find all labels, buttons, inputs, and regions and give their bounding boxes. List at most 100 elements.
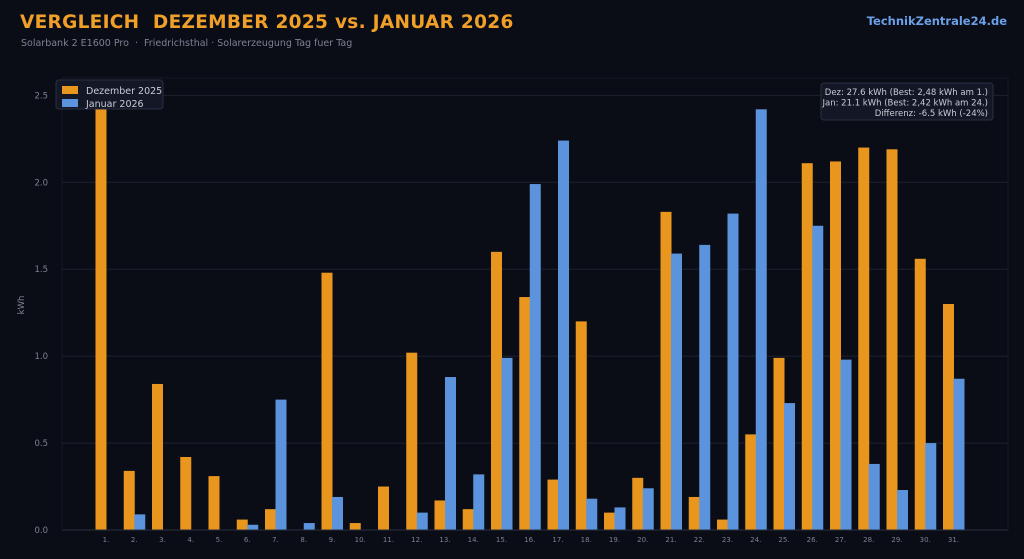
bar-dezember: [745, 434, 757, 530]
x-tick-label: 8.: [300, 536, 307, 544]
x-tick-label: 28.: [863, 536, 874, 544]
bars: [95, 98, 965, 531]
bar-dezember: [236, 519, 248, 530]
x-tick-label: 31.: [948, 536, 959, 544]
bar-dezember: [123, 470, 135, 530]
x-tick-label: 4.: [187, 536, 194, 544]
x-tick-label: 22.: [694, 536, 705, 544]
x-tick-label: 26.: [807, 536, 818, 544]
bar-januar: [671, 253, 682, 531]
bar-dezember: [632, 477, 644, 530]
bar-dezember: [265, 509, 276, 530]
bar-dezember: [773, 357, 785, 530]
bar-januar: [868, 463, 880, 530]
bar-januar: [416, 512, 428, 530]
y-tick-label: 0.0: [34, 526, 48, 536]
x-tick-label: 17.: [552, 536, 563, 544]
y-axis-label: kWh: [17, 296, 27, 315]
y-axis: 0.0 0.5 1.0 1.5 2.0 2.5: [34, 91, 48, 536]
bar-januar: [840, 359, 852, 530]
bar-dezember: [604, 512, 615, 530]
legend-label: Januar 2026: [85, 99, 144, 110]
legend-swatch: [62, 86, 78, 94]
bar-dezember: [95, 98, 107, 530]
bar-dezember: [943, 304, 954, 530]
bar-dezember: [491, 251, 502, 530]
bar-januar: [953, 378, 965, 530]
summary-line: Dez: 27.6 kWh (Best: 2,48 kWh am 1.): [825, 88, 988, 98]
x-tick-label: 19.: [609, 536, 620, 544]
y-tick-label: 2.0: [34, 178, 48, 188]
legend-label: Dezember 2025: [86, 86, 162, 97]
bar-dezember: [575, 321, 587, 530]
bar-januar: [614, 507, 626, 530]
bar-januar: [642, 488, 654, 530]
legend-swatch: [62, 99, 78, 107]
bar-januar: [501, 357, 513, 530]
x-axis: 1. 2. 3. 4. 5. 6. 7. 8. 9. 10. 11. 12. 13. 14. 15. 16. 1…: [62, 529, 1008, 544]
summary-line: Jan: 21.1 kWh (Best: 2,42 kWh am 24.): [822, 99, 988, 109]
x-tick-label: 3.: [159, 536, 166, 544]
bar-januar: [473, 474, 485, 530]
bar-dezember: [801, 163, 813, 530]
x-tick-label: 1.: [103, 536, 110, 544]
bar-januar: [586, 498, 598, 530]
bar-dezember: [208, 476, 220, 530]
summary-box-frame: [820, 82, 994, 121]
x-tick-label: 23.: [722, 536, 733, 544]
bar-dezember: [519, 297, 531, 530]
x-tick-label: 29.: [891, 536, 902, 544]
bar-dezember: [717, 519, 728, 530]
chart-subtitle: Solarbank 2 E1600 Pro · Friedrichsthal ·…: [21, 38, 353, 49]
x-tick-label: 24.: [750, 536, 761, 544]
bar-januar: [275, 399, 287, 530]
bar-dezember: [830, 161, 841, 530]
bar-dezember: [462, 509, 474, 530]
x-tick-label: 30.: [920, 536, 931, 544]
bar-januar: [925, 443, 937, 530]
x-tick-label: 25.: [778, 536, 789, 544]
bar-dezember: [688, 496, 700, 530]
bar-dezember: [914, 258, 926, 530]
x-tick-label: 2.: [131, 536, 138, 544]
bar-januar: [755, 109, 767, 531]
y-tick-label: 0.5: [34, 439, 48, 449]
chart-title: VERGLEICH DEZEMBER 2025 vs. JANUAR 2026: [20, 12, 514, 33]
x-tick-label: 5.: [216, 536, 223, 544]
bar-januar: [332, 496, 343, 530]
y-tick-label: 1.5: [34, 265, 48, 275]
bar-januar: [134, 514, 146, 530]
bar-januar: [445, 377, 456, 530]
bar-januar: [784, 403, 795, 530]
x-tick-label: 16.: [524, 536, 535, 544]
bar-dezember: [378, 486, 389, 530]
bar-januar: [247, 524, 259, 530]
x-tick-label: 7.: [272, 536, 279, 544]
bar-dezember: [886, 149, 898, 530]
x-tick-label: 9.: [329, 536, 336, 544]
bar-dezember: [547, 479, 559, 530]
bar-januar: [727, 213, 739, 530]
x-tick-label: 20.: [637, 536, 648, 544]
legend: Dezember 2025 Januar 2026: [55, 79, 164, 110]
x-tick-label: 6.: [244, 536, 251, 544]
bar-januar: [558, 140, 569, 531]
x-tick-label: 11.: [383, 536, 394, 544]
bar-dezember: [321, 272, 333, 530]
bar-januar: [897, 490, 908, 530]
x-tick-label: 15.: [496, 536, 507, 544]
x-tick-label: 27.: [835, 536, 846, 544]
bar-dezember: [660, 211, 672, 530]
summary-box: Dez: 27.6 kWh (Best: 2,48 kWh am 1.)Jan:…: [820, 82, 994, 121]
bar-dezember: [152, 383, 163, 530]
x-tick-label: 10.: [355, 536, 366, 544]
x-tick-label: 13.: [439, 536, 450, 544]
bar-dezember: [434, 500, 446, 530]
x-tick-label: 21.: [665, 536, 676, 544]
bar-januar: [303, 523, 315, 530]
bar-januar: [699, 244, 711, 530]
y-tick-label: 2.5: [34, 91, 48, 101]
y-tick-label: 1.0: [34, 352, 48, 362]
bar-januar: [812, 225, 824, 530]
